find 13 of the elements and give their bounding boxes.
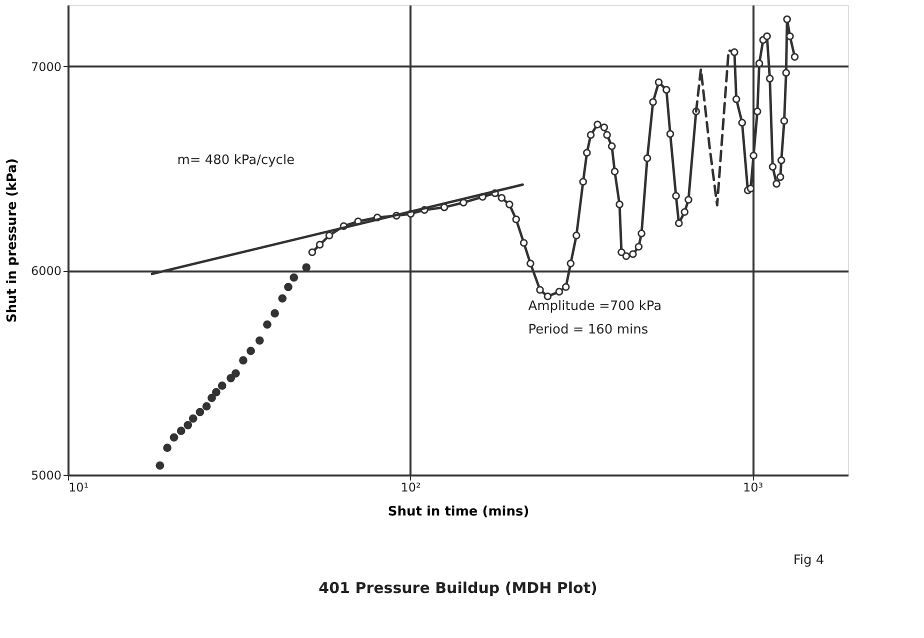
x-tick-label: 10³ (743, 480, 764, 494)
x-axis-title: Shut in time (mins) (388, 504, 530, 520)
caption: Fig 4 (793, 553, 824, 568)
y-axis-title: Shut in pressure (kPa) (4, 158, 20, 323)
y-tick-label: 5000 (30, 468, 62, 482)
annotation: Amplitude =700 kPa (528, 298, 662, 314)
x-tick-label: 10² (400, 480, 422, 494)
text: 401 Pressure Buildup (MDH Plot) (318, 579, 598, 597)
x-tick-label: 10¹ (68, 480, 89, 494)
annotation: Period = 160 mins (528, 322, 648, 338)
y-tick-label: 6000 (30, 264, 62, 278)
y-tick-label: 7000 (30, 60, 62, 74)
annotation: m= 480 kPa/cycle (177, 153, 295, 168)
